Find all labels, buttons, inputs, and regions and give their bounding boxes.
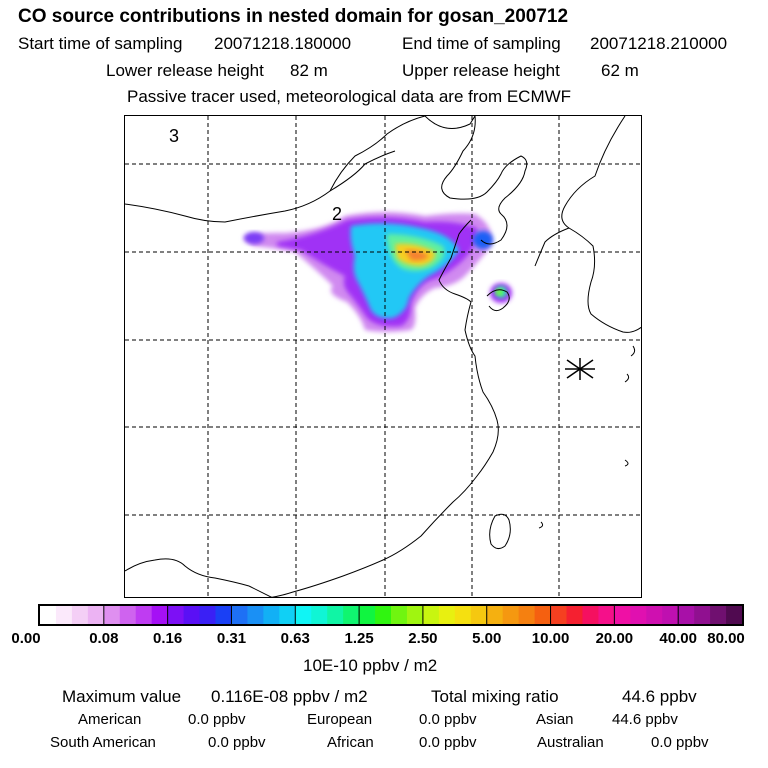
colorbar-tick-label: 10.00 bbox=[531, 630, 570, 647]
colorbar-swatch bbox=[295, 606, 312, 624]
colorbar-tick-label: 80.00 bbox=[707, 630, 745, 647]
colorbar-swatch bbox=[263, 606, 280, 624]
colorbar-swatch bbox=[135, 606, 153, 624]
colorbar-swatch bbox=[550, 606, 568, 624]
colorbar-swatch bbox=[247, 606, 264, 624]
lower-height-value: 82 m bbox=[290, 61, 328, 80]
region-name: American bbox=[78, 711, 142, 728]
colorbar-swatch bbox=[199, 606, 217, 624]
colorbar-swatch bbox=[391, 606, 408, 624]
colorbar-swatch bbox=[630, 606, 647, 624]
colorbar-swatch bbox=[375, 606, 392, 624]
colorbar-swatch bbox=[406, 606, 424, 624]
colorbar-swatch bbox=[359, 606, 376, 624]
colorbar-swatch bbox=[454, 606, 472, 624]
graticule bbox=[125, 116, 641, 597]
region-value: 0.0 ppbv bbox=[419, 734, 477, 751]
region-value: 44.6 ppbv bbox=[612, 711, 678, 728]
colorbar-swatch bbox=[87, 606, 105, 624]
colorbar-swatch bbox=[566, 606, 584, 624]
colorbar-swatches bbox=[40, 606, 742, 624]
colorbar-swatch bbox=[343, 606, 360, 624]
tracer-note: Passive tracer used, meteorological data… bbox=[127, 87, 572, 106]
map-panel: 3 2 bbox=[124, 115, 642, 598]
total-mixing-label: Total mixing ratio bbox=[431, 687, 559, 706]
colorbar-swatch bbox=[279, 606, 296, 624]
colorbar-tick-label: 0.00 bbox=[11, 630, 41, 647]
colorbar bbox=[38, 604, 744, 626]
region-value: 0.0 ppbv bbox=[419, 711, 477, 728]
colorbar-swatch bbox=[183, 606, 201, 624]
region-value: 0.0 ppbv bbox=[208, 734, 266, 751]
region-name: South American bbox=[50, 734, 156, 751]
colorbar-swatch bbox=[726, 606, 742, 624]
end-time-label: End time of sampling bbox=[402, 34, 561, 53]
upper-height-label: Upper release height bbox=[402, 61, 560, 80]
colorbar-tick-label: 2.50 bbox=[408, 630, 438, 647]
colorbar-swatch bbox=[502, 606, 520, 624]
lower-height-label: Lower release height bbox=[106, 61, 264, 80]
upper-height-value: 62 m bbox=[601, 61, 639, 80]
colorbar-swatch bbox=[71, 606, 89, 624]
colorbar-swatch bbox=[438, 606, 456, 624]
colorbar-swatch bbox=[710, 606, 727, 624]
colorbar-swatch bbox=[215, 606, 233, 624]
colorbar-tick-label: 5.00 bbox=[472, 630, 502, 647]
region-name: African bbox=[327, 734, 374, 751]
colorbar-tick-label: 0.08 bbox=[89, 630, 119, 647]
concentration-plume bbox=[243, 212, 512, 332]
colorbar-tick-label: 40.00 bbox=[659, 630, 697, 647]
colorbar-tick-label: 1.25 bbox=[344, 630, 374, 647]
colorbar-swatch bbox=[694, 606, 711, 624]
colorbar-swatch bbox=[40, 606, 57, 624]
asterisk-icon bbox=[565, 358, 595, 380]
colorbar-swatch bbox=[662, 606, 679, 624]
colorbar-swatch bbox=[327, 606, 344, 624]
colorbar-swatch bbox=[534, 606, 552, 624]
colorbar-swatch bbox=[646, 606, 663, 624]
end-time-value: 20071218.210000 bbox=[590, 34, 728, 53]
colorbar-swatch bbox=[470, 606, 488, 624]
nest-label-2: 2 bbox=[332, 204, 342, 224]
total-mixing-value: 44.6 ppbv bbox=[622, 687, 697, 706]
plot-title: CO source contributions in nested domain… bbox=[18, 6, 569, 27]
colorbar-tick-label: 20.00 bbox=[595, 630, 634, 647]
colorbar-swatch bbox=[614, 606, 631, 624]
coastlines bbox=[125, 116, 641, 597]
start-time-value: 20071218.180000 bbox=[214, 34, 352, 53]
colorbar-swatch bbox=[151, 606, 169, 624]
colorbar-swatch bbox=[486, 606, 504, 624]
region-name: European bbox=[307, 711, 373, 728]
colorbar-swatch bbox=[55, 606, 73, 624]
max-value-label: Maximum value bbox=[62, 687, 182, 706]
colorbar-swatch bbox=[582, 606, 599, 624]
colorbar-swatch bbox=[678, 606, 695, 624]
map-canvas: 3 2 bbox=[125, 116, 641, 597]
colorbar-swatch bbox=[167, 606, 185, 624]
colorbar-swatch bbox=[518, 606, 536, 624]
colorbar-swatch bbox=[311, 606, 328, 624]
colorbar-swatch bbox=[231, 606, 248, 624]
colorbar-swatch bbox=[103, 606, 121, 624]
nest-label-3: 3 bbox=[169, 126, 179, 146]
colorbar-swatch bbox=[119, 606, 137, 624]
colorbar-unit: 10E-10 ppbv / m2 bbox=[303, 656, 438, 675]
region-name: Asian bbox=[536, 711, 574, 728]
colorbar-tick-label: 0.63 bbox=[280, 630, 310, 647]
colorbar-tick-label: 0.31 bbox=[216, 630, 247, 647]
start-time-label: Start time of sampling bbox=[18, 34, 183, 53]
region-name: Australian bbox=[537, 734, 604, 751]
region-value: 0.0 ppbv bbox=[188, 711, 246, 728]
region-value: 0.0 ppbv bbox=[651, 734, 709, 751]
colorbar-swatch bbox=[598, 606, 615, 624]
colorbar-swatch bbox=[422, 606, 440, 624]
max-value: 0.116E-08 ppbv / m2 bbox=[211, 687, 368, 706]
colorbar-tick-label: 0.16 bbox=[153, 630, 183, 647]
